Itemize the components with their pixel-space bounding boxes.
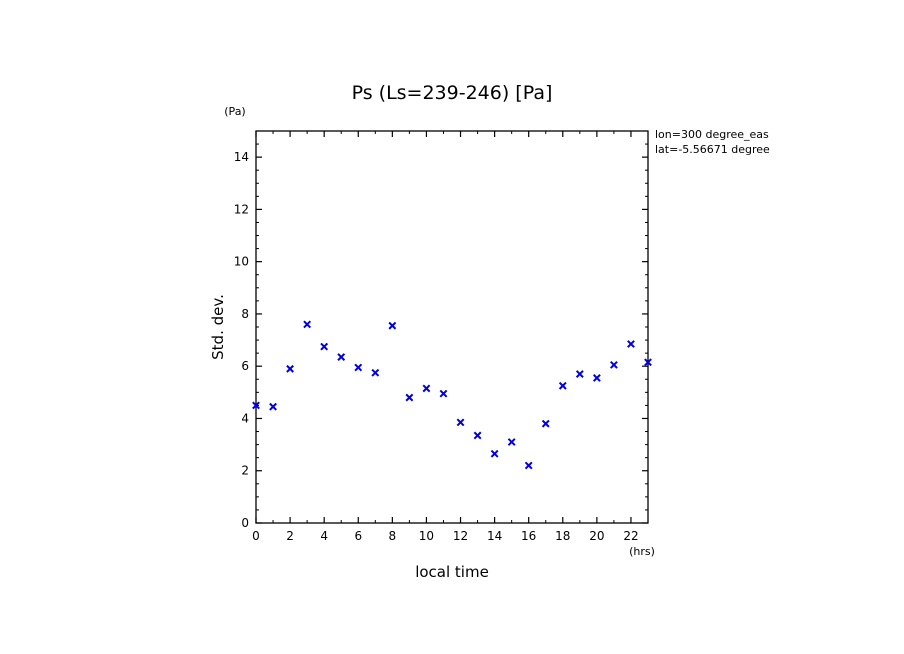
x-tick-label: 20 xyxy=(589,529,604,543)
data-point xyxy=(473,431,482,440)
data-point xyxy=(558,381,567,390)
chart-title: Ps (Ls=239-246) [Pa] xyxy=(352,82,553,104)
data-point xyxy=(490,449,499,458)
data-point xyxy=(320,342,329,351)
x-tick-label: 16 xyxy=(521,529,536,543)
data-marks xyxy=(252,320,652,470)
x-tick-label: 12 xyxy=(453,529,468,543)
data-point xyxy=(388,321,397,330)
data-point xyxy=(252,401,260,410)
y-tick-label: 4 xyxy=(241,411,249,425)
x-tick-label: 4 xyxy=(320,529,328,543)
data-point xyxy=(303,320,312,329)
data-point xyxy=(541,419,550,428)
plot-frame xyxy=(255,130,649,524)
y-tick-label: 6 xyxy=(241,359,249,373)
y-tick-label: 8 xyxy=(241,307,249,321)
y-axis-label: Std. dev. xyxy=(209,294,227,360)
data-point xyxy=(524,461,533,470)
data-point xyxy=(405,393,414,402)
data-point xyxy=(439,389,448,398)
x-tick-label: 18 xyxy=(555,529,570,543)
y-tick-label: 2 xyxy=(241,464,249,478)
data-point xyxy=(507,438,516,446)
x-tick-label: 22 xyxy=(623,529,638,543)
data-point xyxy=(644,358,652,367)
annotation-lat: lat=-5.56671 degree xyxy=(655,143,770,156)
axis-ticks xyxy=(255,130,649,524)
x-axis-label: local time xyxy=(415,563,489,581)
data-point xyxy=(422,384,431,393)
y-tick-label: 0 xyxy=(241,516,249,530)
y-tick-label: 12 xyxy=(234,202,249,216)
y-axis-unit: (Pa) xyxy=(224,105,245,118)
x-tick-label: 8 xyxy=(389,529,397,543)
x-tick-label: 2 xyxy=(286,529,294,543)
x-tick-label: 0 xyxy=(252,529,260,543)
data-point xyxy=(592,374,601,382)
data-point xyxy=(627,340,635,348)
x-tick-label: 10 xyxy=(419,529,434,543)
data-point xyxy=(354,363,363,372)
annotation-lon: lon=300 degree_eas xyxy=(655,128,769,141)
data-point xyxy=(269,402,277,411)
x-axis-unit: (hrs) xyxy=(629,545,655,558)
data-point xyxy=(371,368,380,377)
data-point xyxy=(456,418,465,427)
data-point xyxy=(286,364,294,373)
data-point xyxy=(610,360,618,369)
tick-labels: 0 2 4 6 8 10 12 14 16 18 20 22 0 2 4 6 8 10 12 14 xyxy=(234,150,639,543)
y-tick-label: 14 xyxy=(234,150,249,164)
data-point xyxy=(575,370,584,378)
data-point xyxy=(337,353,346,361)
x-tick-label: 14 xyxy=(487,529,502,543)
y-tick-label: 10 xyxy=(234,255,249,269)
x-tick-label: 6 xyxy=(354,529,362,543)
